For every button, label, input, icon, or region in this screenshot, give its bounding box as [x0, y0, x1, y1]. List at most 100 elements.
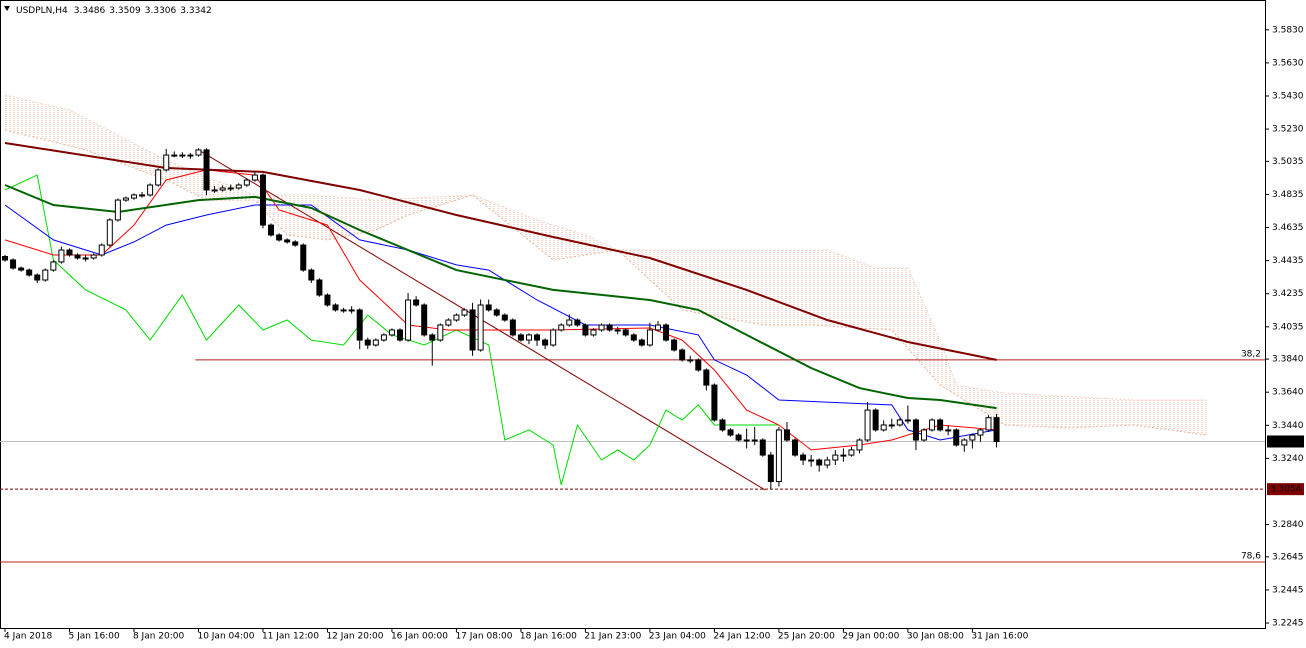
y-tick-label: 3.3440	[1272, 421, 1304, 431]
candle-body	[792, 439, 799, 456]
candle-body	[18, 267, 25, 271]
candle-body	[751, 439, 758, 442]
candle-body	[50, 261, 57, 271]
x-tick-label: 24 Jan 12:00	[713, 632, 770, 642]
candle-body	[445, 319, 452, 326]
candle-body	[759, 439, 766, 456]
x-tick-label: 16 Jan 00:00	[391, 632, 448, 642]
candle-body	[300, 244, 307, 271]
candle-body	[227, 187, 234, 190]
candle-body	[163, 154, 170, 171]
candle-body	[929, 419, 936, 431]
candle-body	[534, 334, 541, 341]
candle-body	[937, 419, 944, 431]
candle-body	[421, 304, 428, 336]
candle-body	[356, 309, 363, 341]
candle-body	[542, 339, 549, 346]
candle-body	[880, 424, 887, 431]
candle-body	[525, 334, 532, 341]
high: 3.3509	[109, 6, 141, 16]
y-tick-label: 3.2645	[1272, 552, 1304, 562]
x-tick-label: 25 Jan 20:00	[778, 632, 835, 642]
candle-body	[469, 309, 476, 351]
candle-body	[953, 429, 960, 446]
indicator-line	[4, 184, 997, 410]
candle-body	[961, 439, 968, 446]
candle-body	[155, 169, 162, 186]
candle-body	[888, 424, 895, 427]
candle-body	[945, 429, 952, 432]
candle-body	[590, 329, 597, 336]
indicator-line	[4, 169, 997, 451]
candle-body	[663, 324, 670, 341]
candle-body	[872, 409, 879, 431]
y-tick-label: 3.4435	[1272, 256, 1304, 266]
candle-body	[122, 197, 129, 201]
candle-body	[614, 329, 621, 332]
candle-body	[316, 279, 323, 296]
candle-body	[816, 459, 823, 466]
candle-body	[695, 359, 702, 371]
candle-body	[654, 324, 661, 331]
candle-body	[284, 239, 291, 243]
y-tick-label: 3.4035	[1272, 322, 1304, 332]
candle-body	[800, 454, 807, 461]
candle-body	[461, 309, 468, 316]
candle-body	[74, 254, 81, 259]
y-tick-label: 3.2445	[1272, 585, 1304, 595]
candle-body	[332, 304, 339, 311]
candle-body	[203, 149, 210, 191]
y-tick-label: 3.3640	[1272, 388, 1304, 398]
current-price-box	[1267, 435, 1304, 448]
indicator-line	[4, 142, 997, 361]
low-price-label: 3.3054	[1270, 485, 1302, 495]
symbol: USDPLN,H4	[16, 6, 68, 16]
candle-body	[437, 324, 444, 341]
candle-body	[147, 184, 154, 196]
candle-body	[638, 339, 645, 346]
y-tick-label: 3.2840	[1272, 520, 1304, 530]
candle-body	[977, 429, 984, 436]
candle-body	[840, 454, 847, 457]
plot-frame	[0, 0, 1266, 629]
candle-body	[566, 319, 573, 326]
candle-body	[501, 314, 508, 321]
candle-body	[517, 334, 524, 341]
candle-body	[219, 187, 226, 191]
candle-body	[251, 174, 258, 181]
candle-body	[671, 339, 678, 351]
candle-body	[235, 184, 242, 189]
candle-body	[509, 319, 516, 336]
y-tick-label: 3.5230	[1272, 125, 1304, 135]
indicator-line	[4, 204, 997, 441]
candle-body	[550, 329, 557, 346]
candle-body	[630, 334, 637, 341]
candle-body	[606, 324, 613, 331]
candle-body	[598, 324, 605, 331]
candle-body	[477, 304, 484, 351]
candle-body	[364, 339, 371, 346]
current-price-label: 3.3342	[1270, 437, 1302, 447]
candle-body	[429, 334, 436, 341]
x-tick-label: 31 Jan 16:00	[971, 632, 1028, 642]
candle-body	[993, 417, 1000, 443]
candle-body	[130, 194, 137, 199]
candle-body	[904, 419, 911, 422]
candle-body	[864, 409, 871, 441]
fib-label: 38,2	[1241, 349, 1261, 359]
candle-body	[82, 257, 89, 260]
candle-body	[98, 244, 105, 256]
candle-body	[558, 324, 565, 331]
candle-body	[340, 309, 347, 312]
candle-body	[969, 434, 976, 441]
candle-body	[453, 314, 460, 321]
candle-body	[90, 254, 97, 259]
candle-body	[832, 454, 839, 461]
candle-body	[171, 154, 178, 157]
x-tick-label: 30 Jan 08:00	[907, 632, 964, 642]
candle-body	[824, 459, 831, 466]
candle-body	[10, 259, 17, 269]
candle-body	[195, 149, 202, 156]
candle-body	[775, 429, 782, 483]
candle-body	[413, 299, 420, 306]
